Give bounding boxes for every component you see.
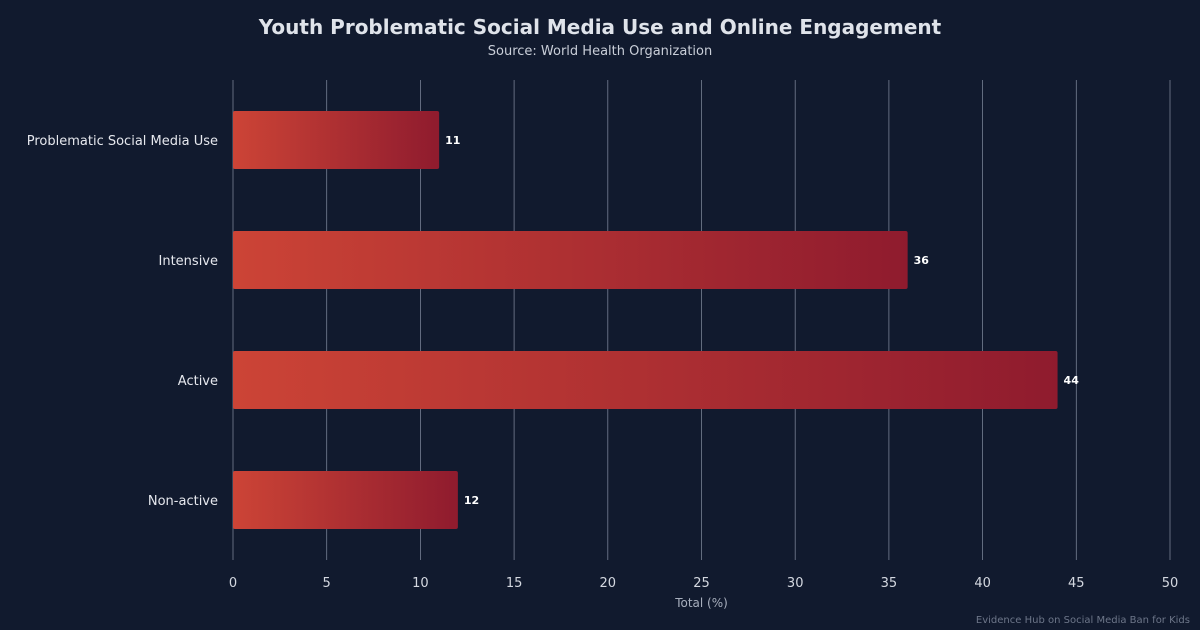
bar [233, 111, 440, 169]
x-tick-label: 0 [229, 576, 237, 591]
chart-subtitle: Source: World Health Organization [487, 44, 713, 59]
x-tick-label: 25 [693, 576, 710, 591]
bar-value-label: 44 [1064, 374, 1080, 387]
x-tick-label: 10 [412, 576, 429, 591]
footer-credit: Evidence Hub on Social Media Ban for Kid… [975, 615, 1190, 626]
bar [233, 231, 908, 289]
chart-title: Youth Problematic Social Media Use and O… [258, 15, 942, 39]
bar-value-label: 12 [464, 494, 479, 507]
y-category-label: Problematic Social Media Use [27, 134, 218, 149]
x-tick-label: 35 [881, 576, 898, 591]
bar-value-label: 11 [445, 134, 460, 147]
x-axis-label: Total (%) [674, 596, 728, 610]
x-tick-label: 40 [974, 576, 991, 591]
x-tick-label: 20 [600, 576, 617, 591]
x-tick-label: 15 [506, 576, 523, 591]
y-category-label: Non-active [148, 494, 218, 509]
x-tick-label: 50 [1162, 576, 1179, 591]
x-tick-label: 45 [1068, 576, 1085, 591]
y-category-label: Active [178, 374, 218, 389]
bar [233, 471, 458, 529]
x-tick-label: 30 [787, 576, 804, 591]
x-tick-label: 5 [323, 576, 331, 591]
bars [233, 111, 1058, 529]
labels: 0 5 10 15 20 25 30 35 40 45 50 Total (%) Problematic… [27, 134, 1179, 610]
bar [233, 351, 1058, 409]
y-category-label: Intensive [159, 254, 218, 269]
bar-value-label: 36 [914, 254, 930, 267]
